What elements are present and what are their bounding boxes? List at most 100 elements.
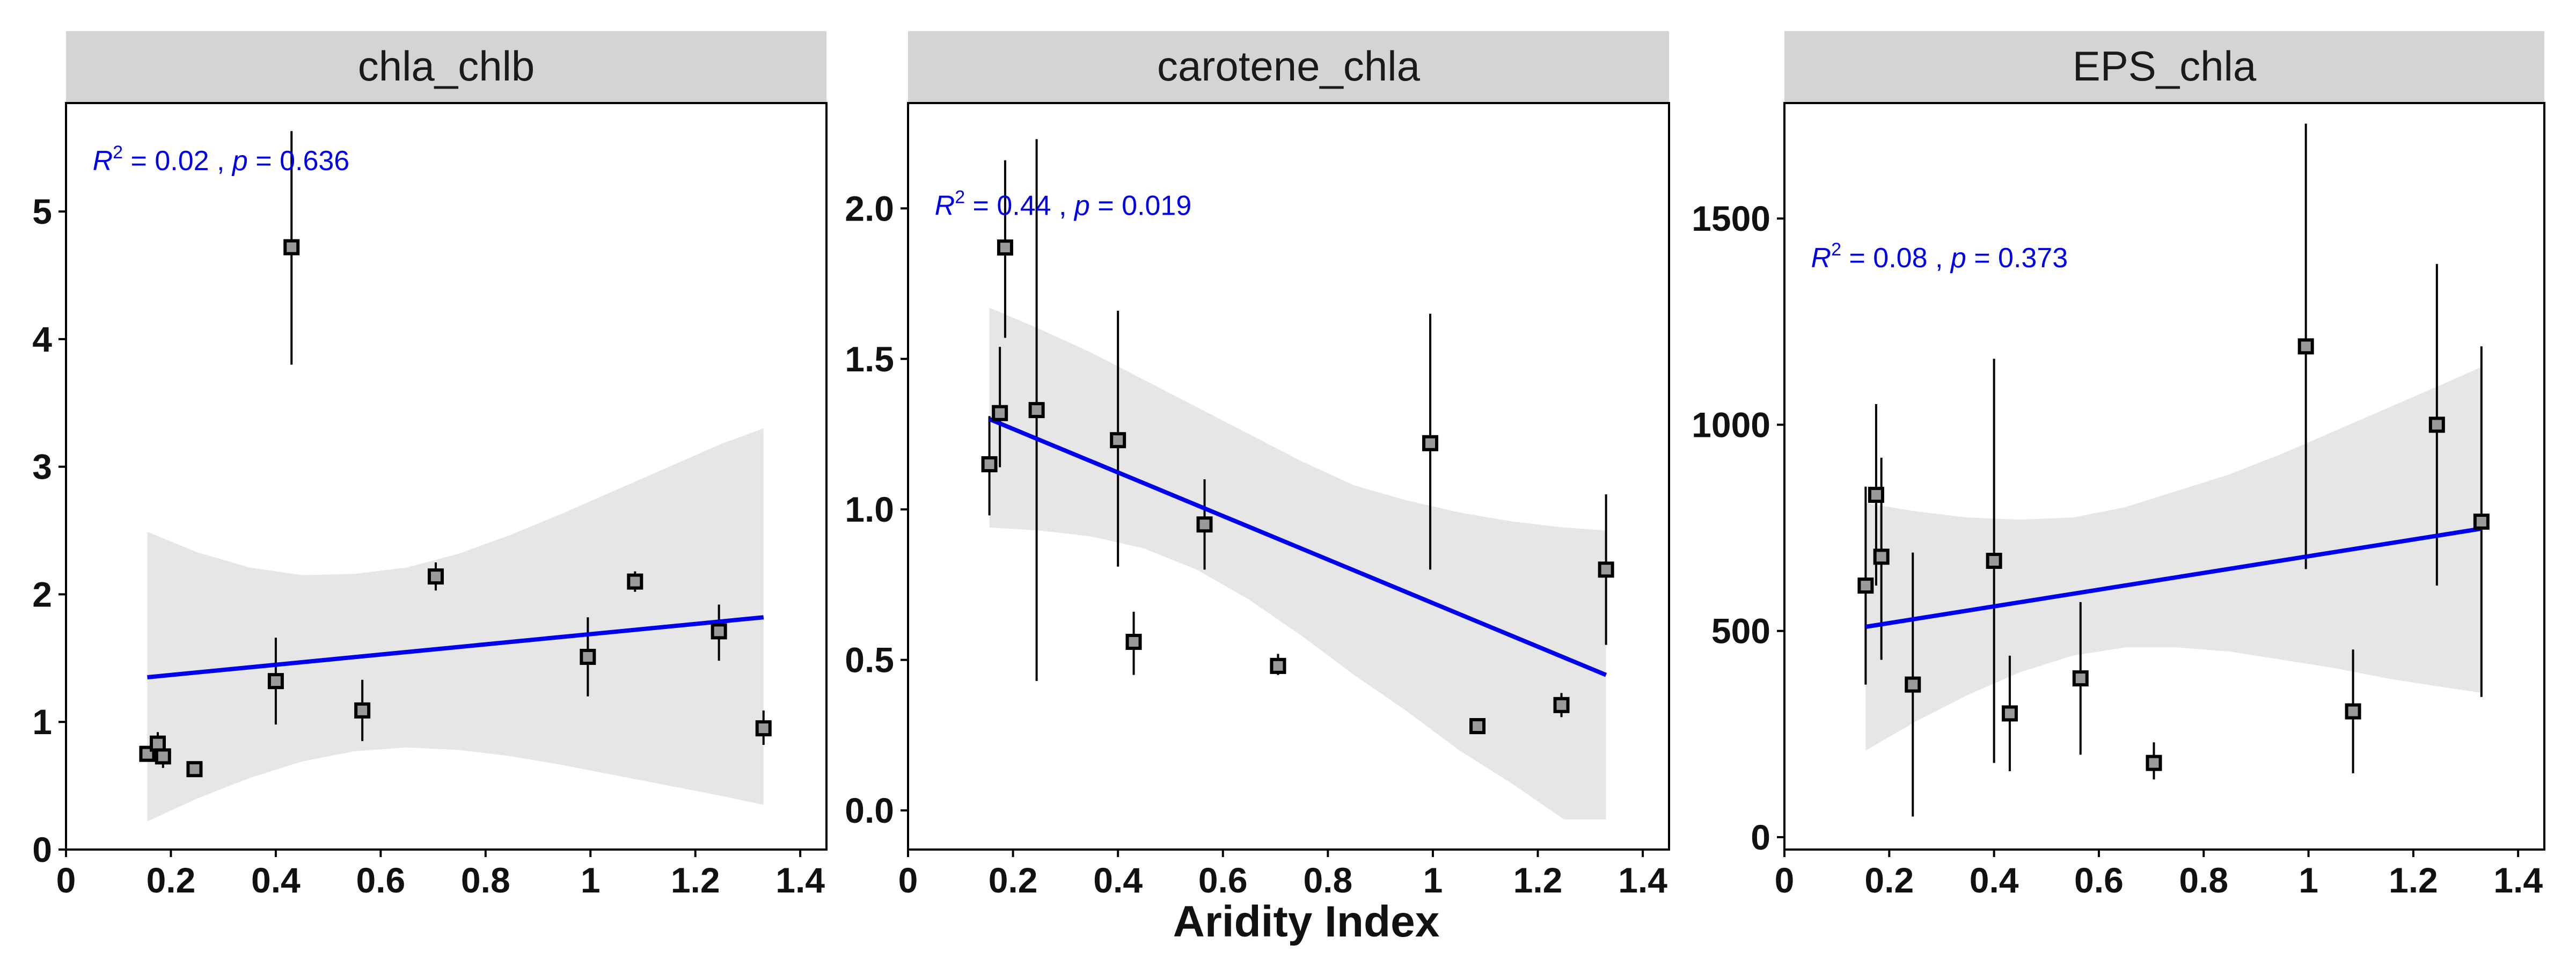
confidence-band	[147, 428, 764, 822]
data-point	[150, 735, 166, 752]
x-tick-label: 0.6	[2074, 860, 2124, 900]
x-tick-label: 0.4	[1970, 860, 2019, 900]
facet-title: EPS_chla	[2073, 42, 2257, 90]
data-point	[2146, 755, 2162, 771]
x-tick-label: 0.6	[356, 860, 405, 900]
data-point	[1125, 633, 1142, 650]
data-point	[711, 623, 727, 640]
x-tick-label: 0.8	[1303, 860, 1352, 900]
y-tick-label: 1500	[1692, 199, 1770, 238]
y-tick-label: 4	[32, 319, 52, 359]
y-tick-label: 0	[1751, 817, 1770, 857]
data-point	[2428, 416, 2445, 433]
data-point	[755, 720, 772, 737]
data-point	[1857, 577, 1874, 594]
panel-2: carotene_chla 0.0 0.5 1.0 1.5 2.0 0 0.2 0.4 0.6 0.…	[845, 31, 1670, 900]
facet-title: carotene_chla	[1157, 42, 1421, 90]
y-tick-label: 1	[32, 702, 52, 742]
data-point	[627, 573, 643, 590]
y-tick-label: 0.5	[845, 640, 894, 680]
x-tick-label: 0.2	[1864, 860, 1914, 900]
confidence-band	[1865, 367, 2482, 751]
y-tick-label: 1.5	[845, 339, 894, 379]
x-tick-label: 1	[1423, 860, 1443, 900]
data-point	[1028, 402, 1045, 419]
panel-border	[65, 102, 828, 851]
x-tick-label: 1.4	[775, 860, 825, 900]
facet-strip	[66, 31, 826, 102]
regression-stats: R2 = 0.44 , p = 0.019	[935, 187, 1192, 222]
x-tick-label: 0	[1775, 860, 1795, 900]
stat-p-label: p	[1950, 243, 1966, 274]
stat-r2-sup: 2	[1831, 239, 1841, 260]
stat-r2-label: R	[93, 145, 113, 177]
x-tick-label: 0	[898, 860, 918, 900]
regression-stats: R2 = 0.02 , p = 0.636	[93, 142, 350, 177]
stat-p-label: p	[231, 145, 248, 177]
x-tick-label: 1.2	[671, 860, 720, 900]
data-point	[186, 761, 203, 778]
y-tick-label: 0.0	[845, 791, 894, 830]
stat-p-label: p	[1073, 191, 1090, 222]
stat-r2-label: R	[935, 191, 955, 222]
panel-border	[1783, 102, 2545, 851]
x-tick-label: 1.4	[1618, 860, 1667, 900]
y-tick-label: 0	[32, 830, 52, 869]
x-tick-label: 0	[56, 860, 76, 900]
facet-strip	[908, 31, 1669, 102]
data-point	[2473, 514, 2490, 530]
x-tick-label: 0.4	[1093, 860, 1143, 900]
data-point	[1598, 561, 1614, 578]
x-tick-label: 1.4	[2493, 860, 2543, 900]
data-point	[1270, 657, 1286, 674]
data-point	[2001, 705, 2018, 722]
data-point	[997, 239, 1013, 256]
data-point	[992, 405, 1008, 421]
data-point	[1905, 676, 1921, 693]
confidence-band	[989, 308, 1606, 819]
panel-border	[907, 102, 1670, 851]
data-point	[139, 745, 156, 762]
data-point	[427, 568, 444, 585]
data-point	[1986, 553, 2002, 569]
regression-line	[989, 417, 1607, 677]
y-tick-label: 2	[32, 574, 52, 614]
stat-r2-value: = 0.44 ,	[965, 191, 1074, 222]
x-tick-label: 1	[581, 860, 601, 900]
x-tick-label: 0.2	[147, 860, 196, 900]
data-point	[1868, 487, 1884, 503]
data-point	[354, 702, 371, 719]
data-point	[1553, 697, 1570, 713]
regression-stats: R2 = 0.08 , p = 0.373	[1811, 239, 2068, 274]
data-point	[1422, 435, 1439, 451]
stat-p-value: = 0.373	[1966, 243, 2068, 274]
y-tick-label: 500	[1711, 611, 1770, 651]
stat-r2-value: = 0.08 ,	[1841, 243, 1951, 274]
data-point	[1469, 718, 1486, 735]
stat-r2-label: R	[1811, 243, 1832, 274]
stat-p-value: = 0.636	[248, 145, 349, 177]
stat-r2-sup: 2	[113, 142, 123, 163]
facet-title: chla_chlb	[358, 42, 535, 90]
y-tick-label: 5	[32, 192, 52, 231]
regression-line	[147, 615, 764, 679]
regression-line	[1865, 526, 2482, 629]
data-point	[2345, 703, 2361, 720]
stat-r2-sup: 2	[955, 187, 965, 208]
x-tick-label: 0.8	[461, 860, 510, 900]
x-tick-label: 1	[2299, 860, 2318, 900]
stat-p-value: = 0.019	[1090, 191, 1191, 222]
data-point	[267, 673, 284, 690]
y-tick-label: 1000	[1692, 405, 1770, 444]
data-point	[155, 748, 171, 765]
y-tick-label: 1.0	[845, 489, 894, 529]
x-tick-label: 0.2	[989, 860, 1038, 900]
x-tick-label: 0.6	[1198, 860, 1248, 900]
data-point	[2297, 338, 2314, 355]
data-point	[2072, 670, 2089, 687]
data-point	[580, 648, 596, 665]
y-tick-label: 2.0	[845, 188, 894, 228]
facet-strip	[1784, 31, 2544, 102]
data-point	[1196, 516, 1213, 533]
